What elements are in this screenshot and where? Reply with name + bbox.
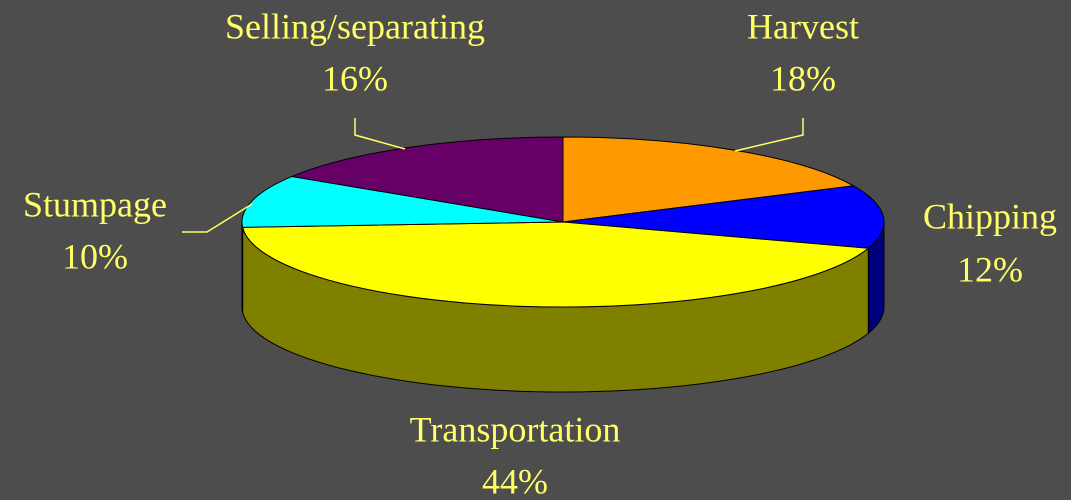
slice-label: Chipping xyxy=(923,196,1057,236)
leader-line xyxy=(354,118,406,150)
slice-value-label: 12% xyxy=(957,249,1023,289)
slice-label: Harvest xyxy=(747,6,859,46)
leader-line xyxy=(182,203,253,233)
slice-label: Selling/separating xyxy=(225,6,485,46)
slice-value-label: 10% xyxy=(62,236,128,276)
slice xyxy=(241,221,870,308)
slice-value-label: 16% xyxy=(322,58,388,98)
slice-value-label: 44% xyxy=(482,461,548,500)
slice xyxy=(241,175,564,228)
slice xyxy=(562,185,885,249)
slice-side xyxy=(241,221,244,313)
pie xyxy=(241,136,885,393)
slice-value-label: 18% xyxy=(770,58,836,98)
slice xyxy=(290,136,564,223)
slice-label: Transportation xyxy=(410,409,621,449)
leader-line xyxy=(734,118,804,152)
slice-label: Stumpage xyxy=(23,184,167,224)
